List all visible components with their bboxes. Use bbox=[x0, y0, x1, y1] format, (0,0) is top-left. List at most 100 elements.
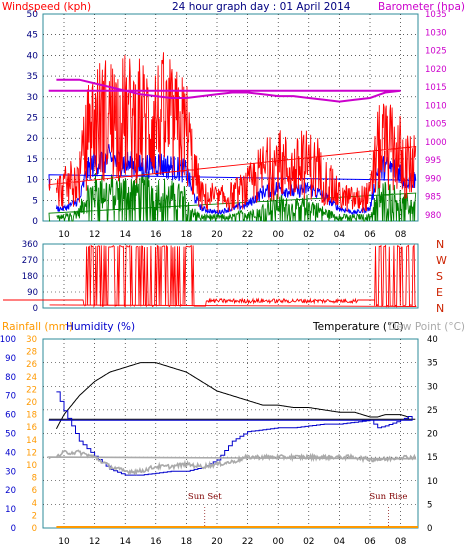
series-wind-direction bbox=[3, 243, 417, 308]
y-tick-label: 5 bbox=[32, 196, 38, 206]
series-humidity bbox=[48, 391, 413, 476]
series-barometer bbox=[48, 78, 401, 103]
x-tick-label: 20 bbox=[211, 537, 223, 547]
rain-tick-label: 4 bbox=[32, 499, 37, 509]
rainfall-label: Rainfall (mm) bbox=[2, 321, 73, 333]
y2-tick-label: 995 bbox=[425, 156, 441, 166]
annotation-label: Sun Rise bbox=[369, 492, 407, 502]
x-tick-label: 12 bbox=[89, 537, 100, 547]
y-tick-label: 360 bbox=[22, 240, 38, 250]
y2-tick-label: 1000 bbox=[425, 138, 447, 148]
temp-tick-label: 10 bbox=[427, 477, 438, 487]
temp-tick-label: 0 bbox=[427, 524, 432, 534]
compass-label: E bbox=[436, 286, 443, 299]
x-tick-label: 06 bbox=[364, 230, 376, 240]
humidity-tick-label: 10 bbox=[5, 505, 16, 515]
humidity-tick-label: 100 bbox=[0, 335, 16, 345]
rain-tick-label: 22 bbox=[26, 385, 37, 395]
rain-tick-label: 18 bbox=[26, 411, 37, 421]
temp-tick-label: 40 bbox=[427, 335, 438, 345]
y2-tick-label: 985 bbox=[425, 193, 441, 203]
x-tick-label: 04 bbox=[334, 537, 346, 547]
x-tick-label: 06 bbox=[364, 537, 376, 547]
y2-tick-label: 1005 bbox=[425, 120, 447, 130]
x-tick-label: 10 bbox=[58, 230, 70, 240]
left-axis-label: Windspeed (kph) bbox=[2, 1, 91, 13]
rain-tick-label: 10 bbox=[26, 461, 37, 471]
temp-tick-label: 30 bbox=[427, 382, 438, 392]
humidity-tick-label: 40 bbox=[5, 448, 16, 458]
y-tick-label: 20 bbox=[27, 134, 39, 144]
x-tick-label: 00 bbox=[272, 537, 284, 547]
x-tick-label: 12 bbox=[89, 230, 100, 240]
x-tick-label: 10 bbox=[58, 537, 70, 547]
x-tick-label: 02 bbox=[303, 230, 314, 240]
y-tick-label: 30 bbox=[27, 93, 39, 103]
x-tick-label: 18 bbox=[181, 230, 193, 240]
temp-tick-label: 15 bbox=[427, 453, 438, 463]
y-tick-label: 35 bbox=[27, 72, 38, 82]
y2-tick-label: 1015 bbox=[425, 83, 447, 93]
x-tick-label: 02 bbox=[303, 537, 314, 547]
humidity-tick-label: 20 bbox=[5, 486, 16, 496]
x-tick-label: 22 bbox=[242, 537, 253, 547]
y2-tick-label: 980 bbox=[425, 211, 441, 221]
y-tick-label: 90 bbox=[27, 288, 38, 298]
rain-tick-label: 30 bbox=[26, 335, 37, 345]
x-tick-label: 04 bbox=[334, 230, 346, 240]
rain-tick-label: 12 bbox=[26, 448, 37, 458]
y2-tick-label: 990 bbox=[425, 174, 441, 184]
humidity-tick-label: 70 bbox=[5, 392, 16, 402]
temp-tick-label: 25 bbox=[427, 406, 438, 416]
x-tick-label: 16 bbox=[150, 230, 162, 240]
humidity-tick-label: 90 bbox=[5, 354, 16, 364]
humidity-label: Humidity (%) bbox=[66, 321, 135, 333]
x-tick-label: 20 bbox=[211, 230, 223, 240]
rain-tick-label: 26 bbox=[26, 360, 37, 370]
y2-tick-label: 1025 bbox=[425, 47, 447, 57]
y2-tick-label: 1035 bbox=[425, 10, 447, 20]
temp-tick-label: 35 bbox=[427, 359, 438, 369]
x-tick-label: 00 bbox=[272, 230, 284, 240]
rain-tick-label: 20 bbox=[26, 398, 37, 408]
series-gust bbox=[48, 52, 417, 213]
x-tick-label: 22 bbox=[242, 230, 253, 240]
x-tick-label: 18 bbox=[181, 537, 193, 547]
rain-tick-label: 24 bbox=[26, 373, 37, 383]
grid bbox=[43, 339, 418, 528]
x-tick-label: 08 bbox=[395, 537, 407, 547]
y-tick-label: 45 bbox=[27, 31, 38, 41]
rain-tick-label: 16 bbox=[26, 423, 37, 433]
compass-label: S bbox=[436, 270, 443, 283]
rain-tick-label: 14 bbox=[26, 436, 37, 446]
x-tick-label: 14 bbox=[119, 537, 131, 547]
y-tick-label: 0 bbox=[32, 217, 38, 227]
y2-tick-label: 1010 bbox=[425, 101, 447, 111]
y2-tick-label: 1030 bbox=[425, 28, 447, 38]
y-tick-label: 270 bbox=[22, 256, 38, 266]
series-temperature bbox=[49, 362, 416, 430]
dewpoint-label: Dew Point (°C) bbox=[388, 321, 465, 333]
rain-tick-label: 28 bbox=[26, 348, 37, 358]
series-low bbox=[48, 171, 417, 222]
temperature-label: Temperature (°C) bbox=[312, 321, 404, 333]
humidity-tick-label: 50 bbox=[5, 430, 16, 440]
y-tick-label: 40 bbox=[27, 51, 39, 61]
y-tick-label: 25 bbox=[27, 114, 38, 124]
x-tick-label: 14 bbox=[119, 230, 131, 240]
rain-tick-label: 2 bbox=[32, 511, 37, 521]
y2-tick-label: 1020 bbox=[425, 65, 447, 75]
humidity-tick-label: 60 bbox=[5, 411, 16, 421]
x-tick-label: 16 bbox=[150, 537, 162, 547]
y-tick-label: 15 bbox=[27, 155, 38, 165]
annotation-label: Sun Set bbox=[188, 492, 222, 502]
compass-label: N bbox=[436, 238, 444, 251]
compass-label: W bbox=[436, 254, 447, 267]
y-tick-label: 0 bbox=[33, 304, 38, 314]
y-tick-label: 10 bbox=[27, 176, 39, 186]
temp-tick-label: 20 bbox=[427, 430, 438, 440]
y-tick-label: 50 bbox=[27, 10, 39, 20]
rain-tick-label: 0 bbox=[32, 524, 37, 534]
y-tick-label: 180 bbox=[22, 272, 38, 282]
right-axis-label: Barometer (hpa) bbox=[378, 1, 465, 13]
